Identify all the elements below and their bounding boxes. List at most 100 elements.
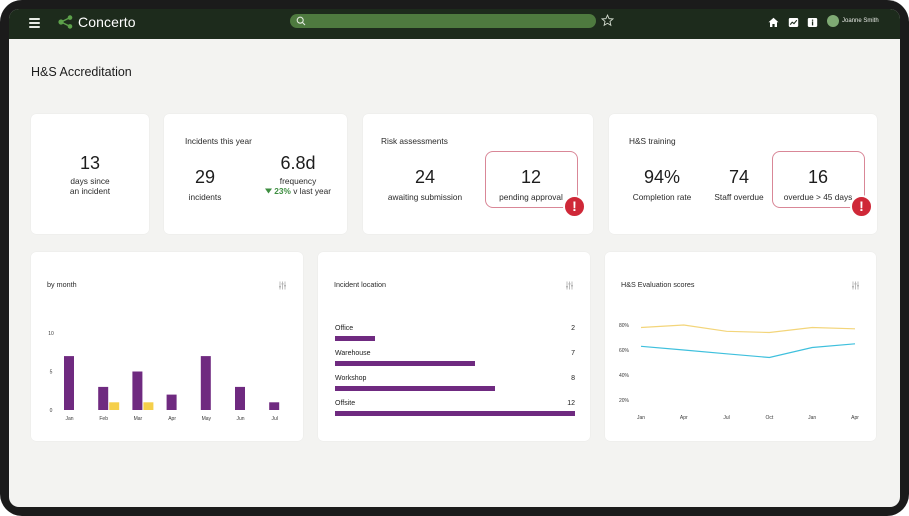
y-tick-label: 0 [50, 408, 53, 414]
user-name[interactable]: Joanne Smith [842, 18, 879, 24]
search-icon [296, 16, 306, 26]
risk-card-title: Risk assessments [381, 136, 448, 146]
pending-approval-box[interactable]: 12 pending approval [485, 151, 578, 208]
x-tick-label: Jan [65, 416, 73, 422]
location-bar [335, 361, 475, 366]
location-bar [335, 386, 495, 391]
delta-suffix: v last year [293, 186, 332, 196]
by-month-chart: 0 5 10 Jan Feb Mar Apr May Jun Jul [48, 331, 280, 422]
incidents-count-label: incidents [188, 192, 222, 202]
x-tick-label: Oct [766, 415, 774, 421]
days-since-incident-card: 13 days since an incident [31, 114, 149, 234]
hs-training-card: H&S training 94% Completion rate 74 Staf… [609, 114, 877, 234]
concerto-logo-icon [58, 15, 73, 29]
days-since-label-2: an incident [69, 186, 111, 196]
incident-location-title: Incident location [334, 280, 386, 289]
favorite-star-icon[interactable] [601, 14, 614, 27]
bar [235, 386, 245, 410]
pending-approval-label: pending approval [499, 192, 563, 202]
hs-evaluation-scores-card: H&S Evaluation scores 20% 40% 60% 80% Jan Apr… [605, 252, 876, 441]
filter-sliders-icon[interactable] [278, 281, 287, 290]
search-input[interactable] [310, 14, 590, 28]
search-bar[interactable] [290, 14, 596, 28]
delta-percent: 23% [274, 186, 291, 196]
location-name: Office [335, 325, 354, 332]
x-tick-label: Apr [680, 415, 688, 421]
x-tick-label: Apr [851, 415, 859, 421]
bar [166, 394, 177, 410]
y-tick-label: 5 [50, 370, 53, 376]
awaiting-submission-label: awaiting submission [387, 192, 463, 202]
app-logo[interactable]: Concerto [58, 14, 136, 30]
location-bar [335, 411, 575, 416]
incidents-count: 29 [194, 167, 216, 187]
user-avatar[interactable] [827, 15, 839, 27]
y-tick-label: 10 [48, 331, 54, 337]
top-bar: Concerto Joanne Smith [9, 9, 900, 39]
location-name: Offsite [335, 400, 356, 407]
alert-icon: ! [850, 195, 873, 218]
analytics-icon[interactable] [788, 17, 799, 28]
overdue-45-days-value: 16 [807, 167, 829, 187]
overdue-45-days-label: overdue > 45 days [783, 192, 853, 202]
location-name: Workshop [335, 375, 367, 382]
staff-overdue-value: 74 [728, 167, 750, 187]
x-tick-label: Feb [99, 416, 108, 422]
by-month-title: by month [47, 280, 77, 289]
bar [269, 402, 280, 410]
bar [109, 402, 120, 410]
app-screen: Concerto Joanne Smith H&S Accreditation [9, 9, 900, 507]
x-tick-label: Jul [723, 415, 729, 421]
x-tick-label: Apr [168, 416, 176, 422]
series-line [640, 324, 856, 334]
bar [132, 371, 143, 410]
y-tick-label: 80% [619, 323, 630, 329]
evaluation-scores-chart: 20% 40% 60% 80% Jan Apr Jul Oct Jan Apr [619, 323, 859, 421]
x-tick-label: Jan [637, 415, 645, 421]
frequency-label: frequency [279, 176, 317, 186]
incidents-card-title: Incidents this year [185, 136, 252, 146]
home-icon[interactable] [768, 17, 779, 28]
evaluation-scores-title: H&S Evaluation scores [621, 280, 695, 289]
page-title: H&S Accreditation [31, 65, 132, 79]
x-tick-label: Jul [271, 416, 277, 422]
x-tick-label: Jun [236, 416, 244, 422]
days-since-value: 13 [79, 153, 101, 173]
risk-assessments-card: Risk assessments 24 awaiting submission … [363, 114, 593, 234]
completion-rate-label: Completion rate [632, 192, 692, 202]
y-tick-label: 40% [619, 373, 630, 379]
days-since-label-1: days since [70, 176, 110, 186]
series-line [640, 343, 856, 359]
x-tick-label: Mar [134, 416, 143, 422]
location-value: 7 [571, 350, 575, 357]
incidents-by-month-card: by month 0 5 10 Jan Feb Mar Apr May Jun Jul [31, 252, 303, 441]
incidents-this-year-card: Incidents this year 29 incidents 6.8d fr… [164, 114, 347, 234]
location-value: 2 [571, 325, 575, 332]
awaiting-submission-value: 24 [414, 167, 436, 187]
info-icon[interactable] [807, 17, 818, 28]
x-tick-label: Jan [808, 415, 816, 421]
location-name: Warehouse [335, 350, 371, 357]
bar [64, 356, 74, 410]
hamburger-menu-icon[interactable] [29, 18, 40, 28]
frequency-delta: 23% v last year [254, 186, 342, 196]
filter-sliders-icon[interactable] [851, 281, 860, 290]
x-tick-label: May [202, 416, 212, 422]
incident-location-card: Incident location Office 2 Warehouse 7 Works… [318, 252, 590, 441]
location-bar [335, 336, 375, 341]
training-card-title: H&S training [629, 136, 676, 146]
bar [98, 386, 109, 410]
completion-rate-value: 94% [643, 167, 681, 187]
y-tick-label: 20% [619, 398, 630, 404]
location-value: 12 [567, 400, 575, 407]
bar [200, 356, 211, 410]
overdue-45-days-box[interactable]: 16 overdue > 45 days [772, 151, 865, 208]
app-name: Concerto [78, 14, 136, 30]
y-tick-label: 60% [619, 348, 630, 354]
pending-approval-value: 12 [520, 167, 542, 187]
location-value: 8 [571, 375, 575, 382]
down-triangle-icon [264, 188, 272, 194]
staff-overdue-label: Staff overdue [714, 192, 764, 202]
filter-sliders-icon[interactable] [565, 281, 574, 290]
bar [143, 402, 154, 410]
